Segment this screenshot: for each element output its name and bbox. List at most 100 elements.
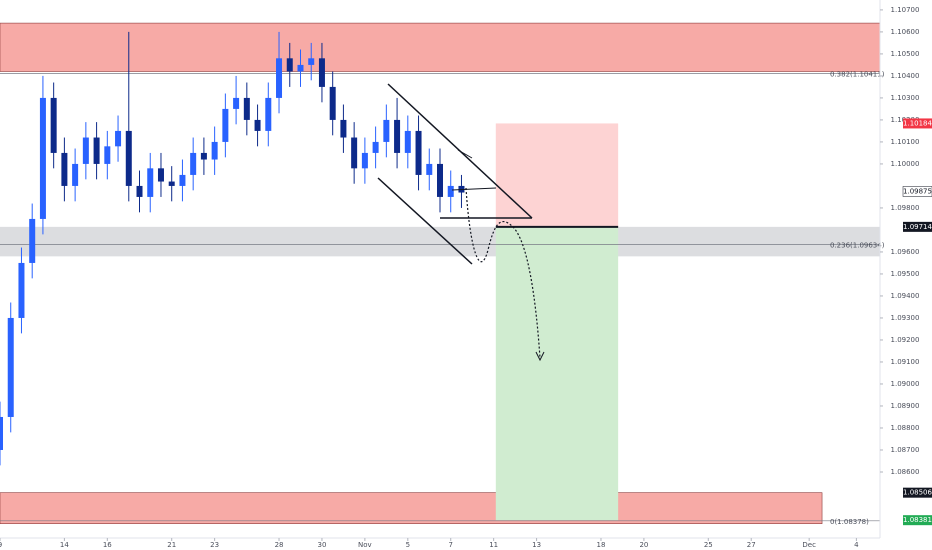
candle-body xyxy=(104,146,111,164)
x-tick-label: 14 xyxy=(60,541,69,549)
candle-body xyxy=(136,185,143,197)
candle-body xyxy=(372,141,379,153)
candle-body xyxy=(147,168,154,197)
x-tick-label: 20 xyxy=(639,541,648,549)
candle-body xyxy=(93,137,100,164)
y-tick-label: 1.10000 xyxy=(891,160,920,168)
triangle-line xyxy=(451,187,497,191)
y-tick-label: 1.10300 xyxy=(891,94,920,102)
x-tick-label: 7 xyxy=(448,541,452,549)
candle-body xyxy=(125,130,132,186)
x-tick-label: 21 xyxy=(167,541,176,549)
triangle-line xyxy=(457,149,473,159)
candle-body xyxy=(211,141,218,160)
candle-body xyxy=(18,262,25,318)
y-tick-label: 1.08900 xyxy=(891,402,920,410)
x-tick-label: 23 xyxy=(210,541,219,549)
candle-body xyxy=(50,97,57,153)
candle-body xyxy=(404,130,411,153)
x-tick-label: 28 xyxy=(275,541,284,549)
x-tick-label: 16 xyxy=(103,541,112,549)
candle-body xyxy=(222,108,229,142)
candle-body xyxy=(437,163,443,197)
y-tick-label: 1.09800 xyxy=(891,204,920,212)
candle-body xyxy=(115,130,122,147)
y-tick-label: 1.10400 xyxy=(891,72,920,80)
y-tick-label: 1.09300 xyxy=(891,314,920,322)
candle-body xyxy=(351,137,358,169)
y-tick-label: 1.09400 xyxy=(891,292,920,300)
zone xyxy=(0,22,881,72)
candle-body xyxy=(426,163,433,175)
x-tick-label: 27 xyxy=(747,541,756,549)
y-tick-label: 1.08600 xyxy=(891,468,920,476)
candle-body xyxy=(200,152,207,160)
x-tick-label: 4 xyxy=(854,541,859,549)
candle-body xyxy=(329,86,336,120)
candle-body xyxy=(361,152,368,169)
candle-body xyxy=(447,185,454,197)
price-label-box xyxy=(903,221,932,232)
candle-body xyxy=(179,174,186,186)
stop-zone xyxy=(495,123,619,227)
x-tick-label: 25 xyxy=(704,541,713,549)
projection-arrow xyxy=(535,351,545,362)
y-tick-label: 1.10100 xyxy=(891,138,920,146)
candle-body xyxy=(243,97,250,120)
x-tick-label: 30 xyxy=(317,541,326,549)
zone xyxy=(0,492,823,524)
channel-line xyxy=(377,177,473,265)
y-tick-label: 1.10600 xyxy=(891,28,920,36)
candle-body xyxy=(297,64,304,72)
candle-body xyxy=(415,130,422,175)
zone xyxy=(0,226,880,257)
candle-body xyxy=(265,97,272,131)
candle-body xyxy=(318,58,325,87)
y-tick-label: 1.09500 xyxy=(891,270,920,278)
fib-label: 0(1.08378) xyxy=(830,518,869,526)
projection-path xyxy=(465,187,541,359)
x-tick-label: 9 xyxy=(0,541,2,549)
candle-body xyxy=(190,152,197,175)
y-tick-label: 1.09200 xyxy=(891,336,920,344)
y-tick-label: 1.09100 xyxy=(891,358,920,366)
candle-body xyxy=(286,58,293,72)
x-tick-label: 13 xyxy=(532,541,541,549)
price-label-box xyxy=(903,487,932,498)
candle-body xyxy=(233,97,240,109)
candle-body xyxy=(383,119,390,142)
candle-body xyxy=(340,119,347,138)
y-tick-label: 1.10500 xyxy=(891,50,920,58)
candle-body xyxy=(254,119,261,131)
candle-body xyxy=(394,119,401,153)
y-tick-label: 1.10700 xyxy=(891,6,920,14)
x-tick-label: 5 xyxy=(406,541,410,549)
price-label-box xyxy=(903,118,932,129)
price-label: 1.08506 xyxy=(903,489,932,497)
candle-body xyxy=(61,152,68,186)
price-label-box xyxy=(902,186,932,197)
candle-body xyxy=(157,168,164,182)
drawings xyxy=(377,83,545,362)
candle-body xyxy=(276,58,283,98)
candle-body xyxy=(82,137,89,164)
candle-body xyxy=(168,181,175,186)
candle-body xyxy=(0,416,3,450)
price-label: 1.10184 xyxy=(903,119,932,127)
y-tick-label: 1.09600 xyxy=(891,248,920,256)
y-tick-label: 1.09000 xyxy=(891,380,920,388)
candle-body xyxy=(29,218,36,263)
price-label: 1.09875 xyxy=(903,187,932,195)
candle-body xyxy=(7,317,14,417)
candle-body xyxy=(308,58,315,65)
x-tick-label: 18 xyxy=(597,541,606,549)
fib-label: 0.382(1.10411) xyxy=(830,70,885,78)
x-tick-label: Dec xyxy=(802,541,816,549)
y-tick-label: 1.08700 xyxy=(891,446,920,454)
target-zone xyxy=(495,226,619,521)
y-tick-label: 1.08800 xyxy=(891,424,920,432)
candle-body xyxy=(72,163,79,186)
price-label-box xyxy=(903,515,932,526)
